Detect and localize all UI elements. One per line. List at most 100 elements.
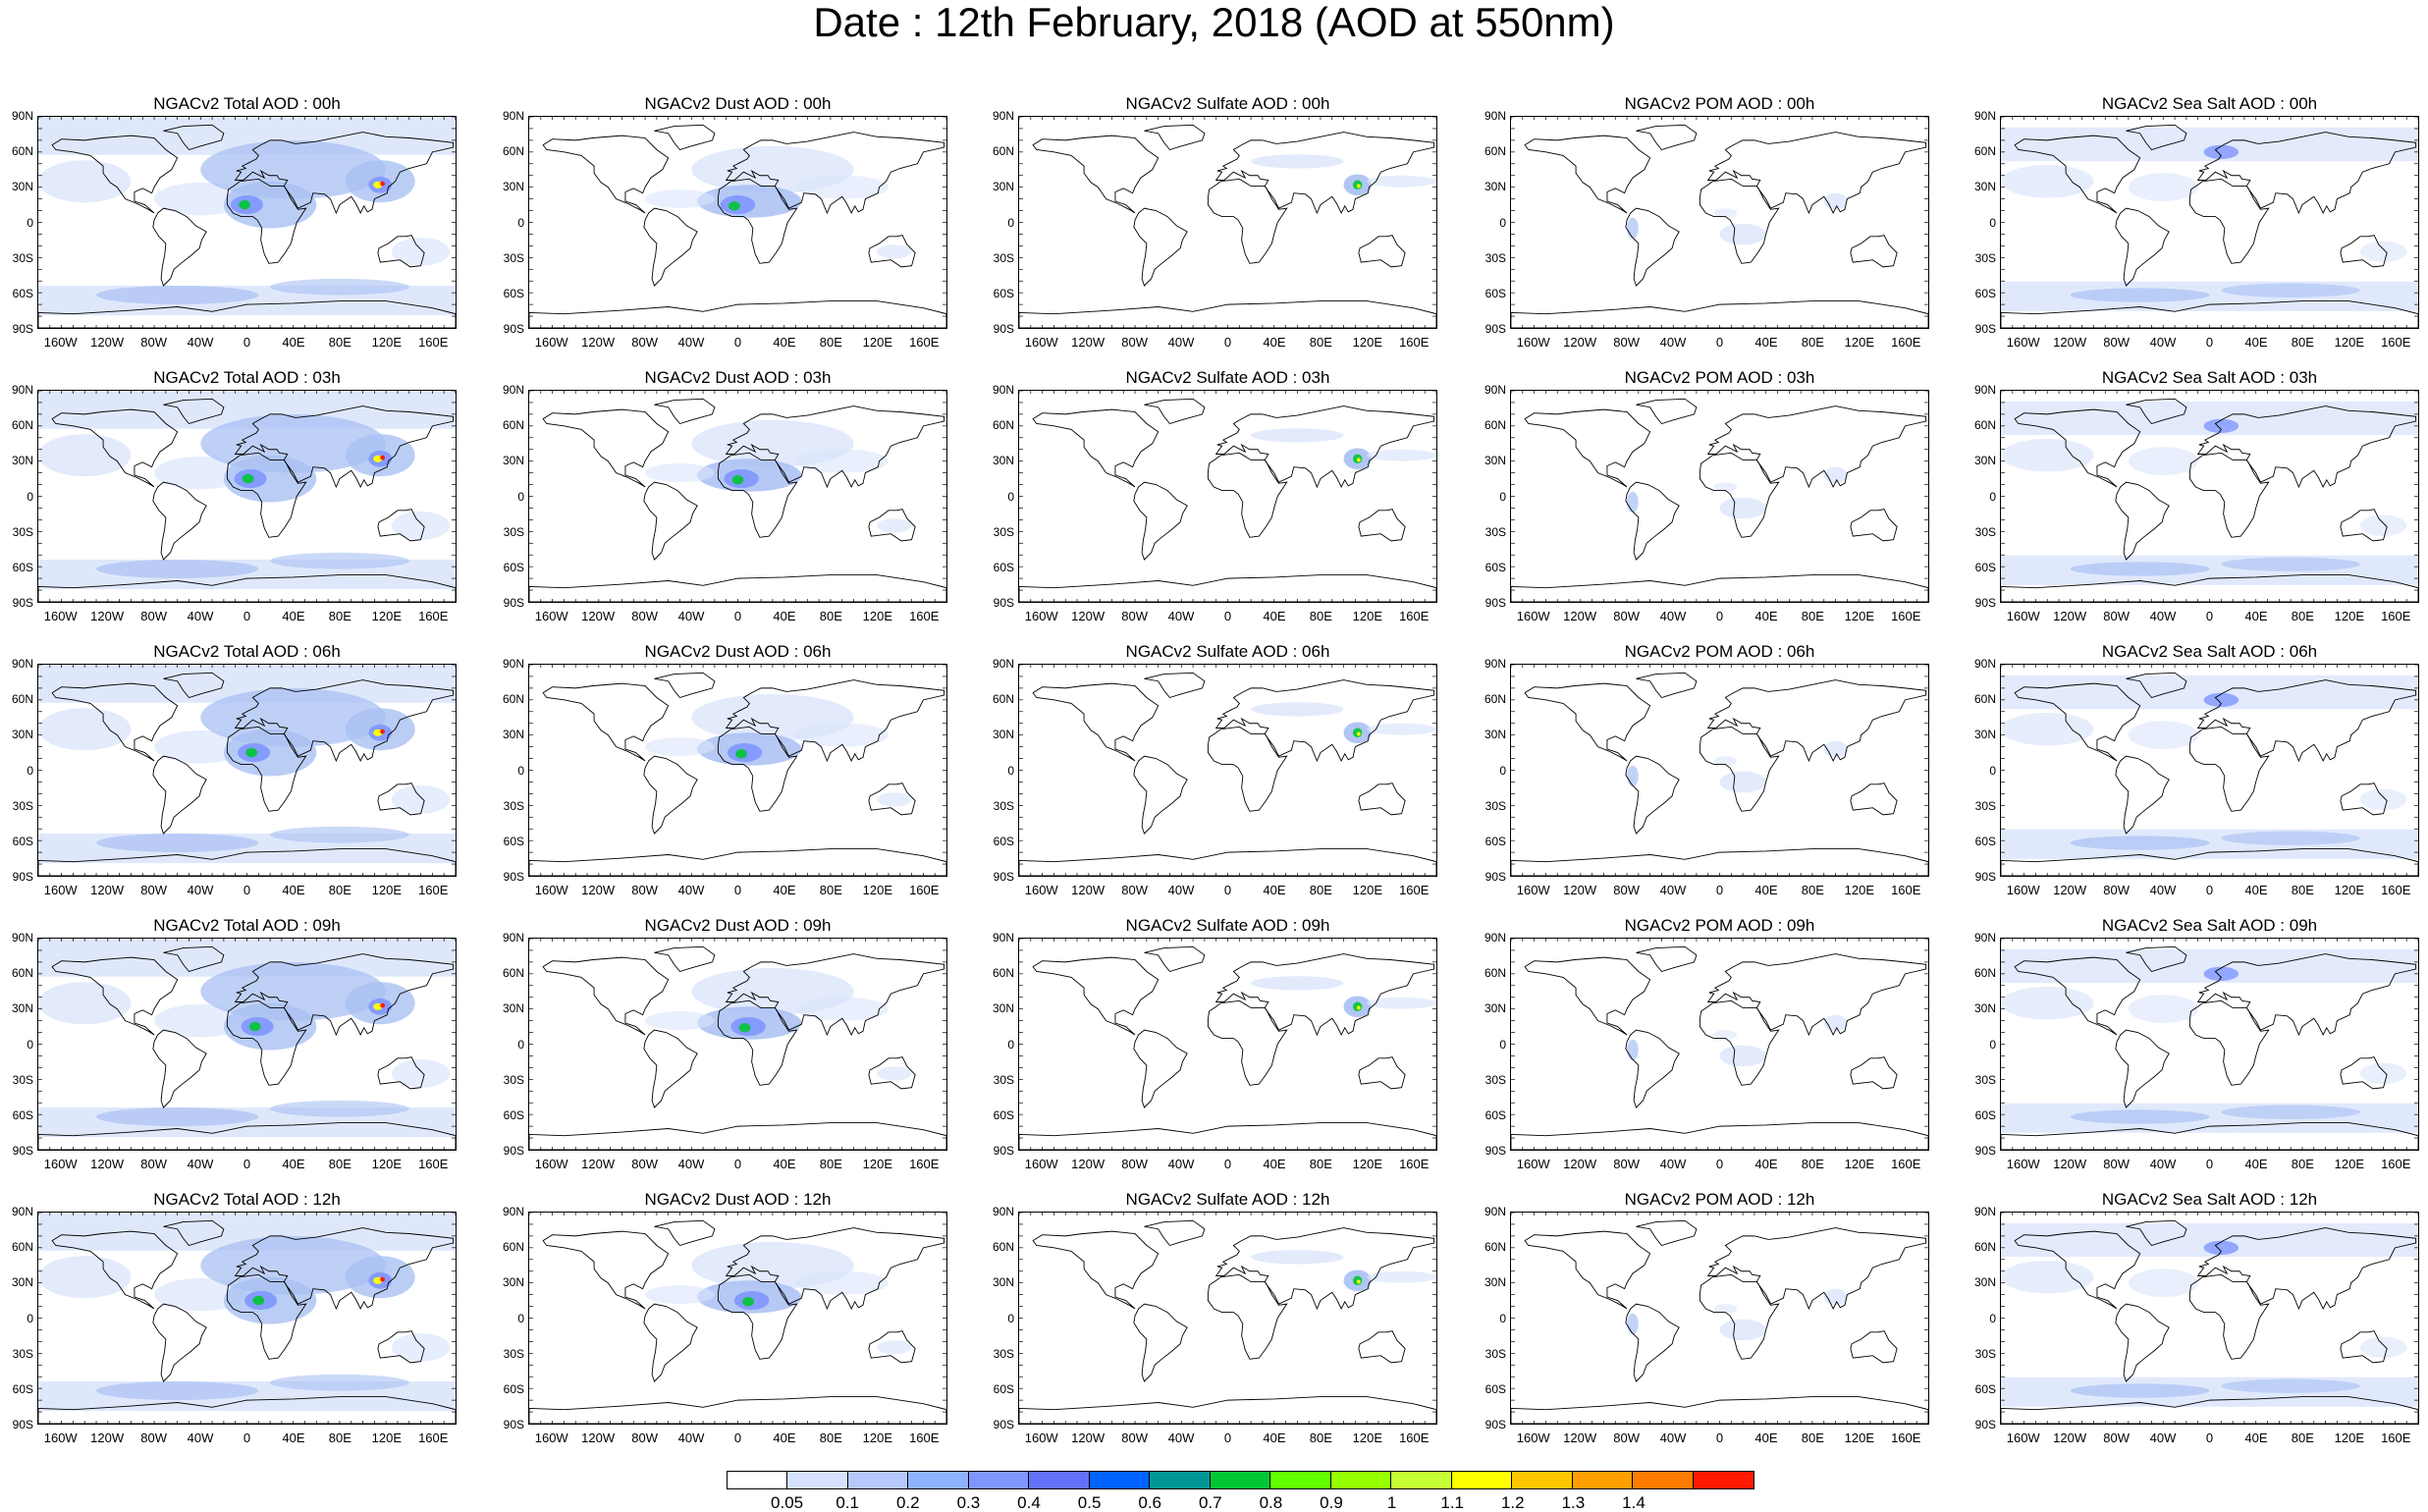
lon-tick-label: 80E — [819, 1431, 842, 1445]
panel-title: NGACv2 Total AOD : 00h — [153, 94, 341, 113]
lon-tick-label: 160W — [2006, 1157, 2040, 1171]
lon-tick-label: 120W — [1563, 1157, 1597, 1171]
colorbar-swatch — [1270, 1472, 1331, 1488]
world-map — [2001, 665, 2418, 876]
lat-tick-label: 30S — [1974, 1346, 1996, 1361]
colorbar-swatch — [968, 1472, 1030, 1488]
lon-tick-label: 80W — [2103, 609, 2130, 623]
lon-tick-label: 120W — [1071, 883, 1106, 897]
lat-tick-label: 60S — [993, 834, 1014, 848]
lon-tick-label: 120E — [1352, 1157, 1383, 1171]
lat-tick-label: 30S — [503, 1346, 524, 1361]
lat-tick-label: 60S — [1484, 1381, 1506, 1396]
colorbar-tick-label: 1.2 — [1500, 1493, 1525, 1512]
lon-tick-label: 0 — [1223, 609, 1232, 623]
lon-tick-label: 160W — [1024, 1431, 1058, 1445]
map-panel-sulfate-3: NGACv2 Sulfate AOD : 09h 90N 60N 30N 0 30S 60S… — [993, 916, 1437, 1171]
map-area — [1018, 390, 1437, 603]
lat-tick-label: 30S — [1484, 524, 1506, 539]
lon-tick-label: 40E — [282, 1431, 305, 1445]
lat-tick-label: 90N — [11, 931, 33, 945]
lon-tick-label: 120W — [1071, 1431, 1106, 1445]
lat-tick-label: 0 — [517, 489, 524, 504]
lat-tick-label: 30N — [1973, 1001, 1996, 1016]
panel-title: NGACv2 Sea Salt AOD : 12h — [2101, 1190, 2318, 1209]
lon-tick-label: 120W — [90, 609, 125, 623]
lat-tick-label: 60N — [502, 144, 524, 159]
lat-tick-label: 30N — [502, 180, 524, 194]
colorbar-tick-label: 0.9 — [1320, 1493, 1343, 1512]
world-map — [38, 1213, 456, 1424]
lon-tick-label: 0 — [2205, 883, 2214, 897]
lon-tick-label: 160W — [534, 1431, 568, 1445]
lat-tick-label: 60S — [993, 1107, 1014, 1122]
lon-tick-label: 160W — [2006, 1431, 2040, 1445]
lat-tick-label: 90N — [1484, 657, 1506, 671]
colorbar-tick-label: 0.05 — [771, 1493, 804, 1512]
lon-tick-label: 120E — [2334, 883, 2365, 897]
lon-tick-label: 160W — [534, 1157, 568, 1171]
lon-tick-label: 160W — [2006, 335, 2040, 350]
lon-tick-label: 160E — [1891, 1157, 1921, 1171]
lon-tick-label: 120E — [2334, 1431, 2365, 1445]
world-map — [2001, 1213, 2418, 1424]
lon-tick-label: 120W — [2053, 609, 2087, 623]
panel-title: NGACv2 Sulfate AOD : 03h — [1125, 368, 1330, 387]
lat-tick-label: 60N — [1484, 692, 1506, 707]
lat-tick-label: 30S — [1484, 250, 1506, 265]
lat-tick-label: 30S — [503, 524, 524, 539]
lon-tick-label: 40E — [773, 1431, 796, 1445]
lon-tick-label: 160E — [1399, 1431, 1430, 1445]
lon-tick-label: 40E — [2244, 1157, 2268, 1171]
colorbar-tick-label: 0.2 — [895, 1493, 920, 1512]
lat-tick-label: 0 — [27, 489, 33, 504]
lon-tick-label: 0 — [1223, 1431, 1232, 1445]
lat-tick-label: 90N — [992, 657, 1014, 671]
lon-tick-label: 120W — [1071, 609, 1106, 623]
lon-tick-label: 80E — [2291, 1157, 2314, 1171]
lon-tick-label: 120E — [862, 1157, 893, 1171]
lon-tick-label: 120W — [2053, 335, 2087, 350]
lon-tick-label: 0 — [1223, 883, 1232, 897]
panel-title: NGACv2 POM AOD : 12h — [1624, 1190, 1815, 1209]
lon-tick-label: 0 — [2205, 335, 2214, 350]
lon-tick-label: 40E — [1263, 883, 1286, 897]
colorbar-tick-label: 0.1 — [836, 1493, 859, 1512]
lat-tick-label: 30N — [1973, 728, 1996, 742]
lon-tick-label: 40E — [282, 609, 305, 623]
lon-tick-label: 120W — [581, 1431, 616, 1445]
lon-tick-label: 160E — [1891, 883, 1921, 897]
lon-tick-label: 120W — [1563, 883, 1597, 897]
panel-title: NGACv2 Dust AOD : 06h — [644, 642, 832, 661]
lat-tick-label: 30S — [1974, 1072, 1996, 1087]
lat-tick-label: 90N — [1973, 931, 1996, 945]
lat-tick-label: 0 — [27, 1311, 33, 1325]
lon-tick-label: 120W — [90, 335, 125, 350]
colorbar-tick-label: 0.5 — [1077, 1493, 1102, 1512]
lon-tick-label: 160W — [1024, 883, 1058, 897]
lon-tick-label: 160E — [909, 335, 940, 350]
lat-tick-label: 90S — [503, 1144, 524, 1158]
lon-tick-label: 40W — [187, 609, 214, 623]
lat-tick-label: 30S — [1974, 798, 1996, 813]
map-area — [37, 938, 457, 1151]
lat-tick-label: 90S — [503, 1418, 524, 1431]
lon-tick-label: 80E — [1309, 1431, 1332, 1445]
panel-title: NGACv2 Sea Salt AOD : 00h — [2101, 94, 2318, 113]
panel-title: NGACv2 Total AOD : 03h — [153, 368, 341, 387]
lon-tick-label: 80E — [328, 609, 351, 623]
panel-title: NGACv2 Sulfate AOD : 00h — [1125, 94, 1330, 113]
lat-tick-label: 30N — [502, 728, 524, 742]
lat-tick-label: 60N — [502, 966, 524, 981]
lon-tick-label: 160W — [1516, 1431, 1550, 1445]
lat-tick-label: 60S — [503, 1381, 524, 1396]
lon-tick-label: 80W — [1613, 335, 1640, 350]
lon-tick-label: 120W — [581, 883, 616, 897]
lat-tick-label: 30N — [11, 1275, 33, 1290]
lat-tick-label: 60N — [502, 418, 524, 433]
lat-tick-label: 90S — [12, 322, 33, 336]
world-map — [1511, 117, 1928, 328]
lon-tick-label: 80W — [2103, 1431, 2130, 1445]
lat-tick-label: 60N — [11, 418, 33, 433]
lat-tick-label: 90N — [1484, 931, 1506, 945]
